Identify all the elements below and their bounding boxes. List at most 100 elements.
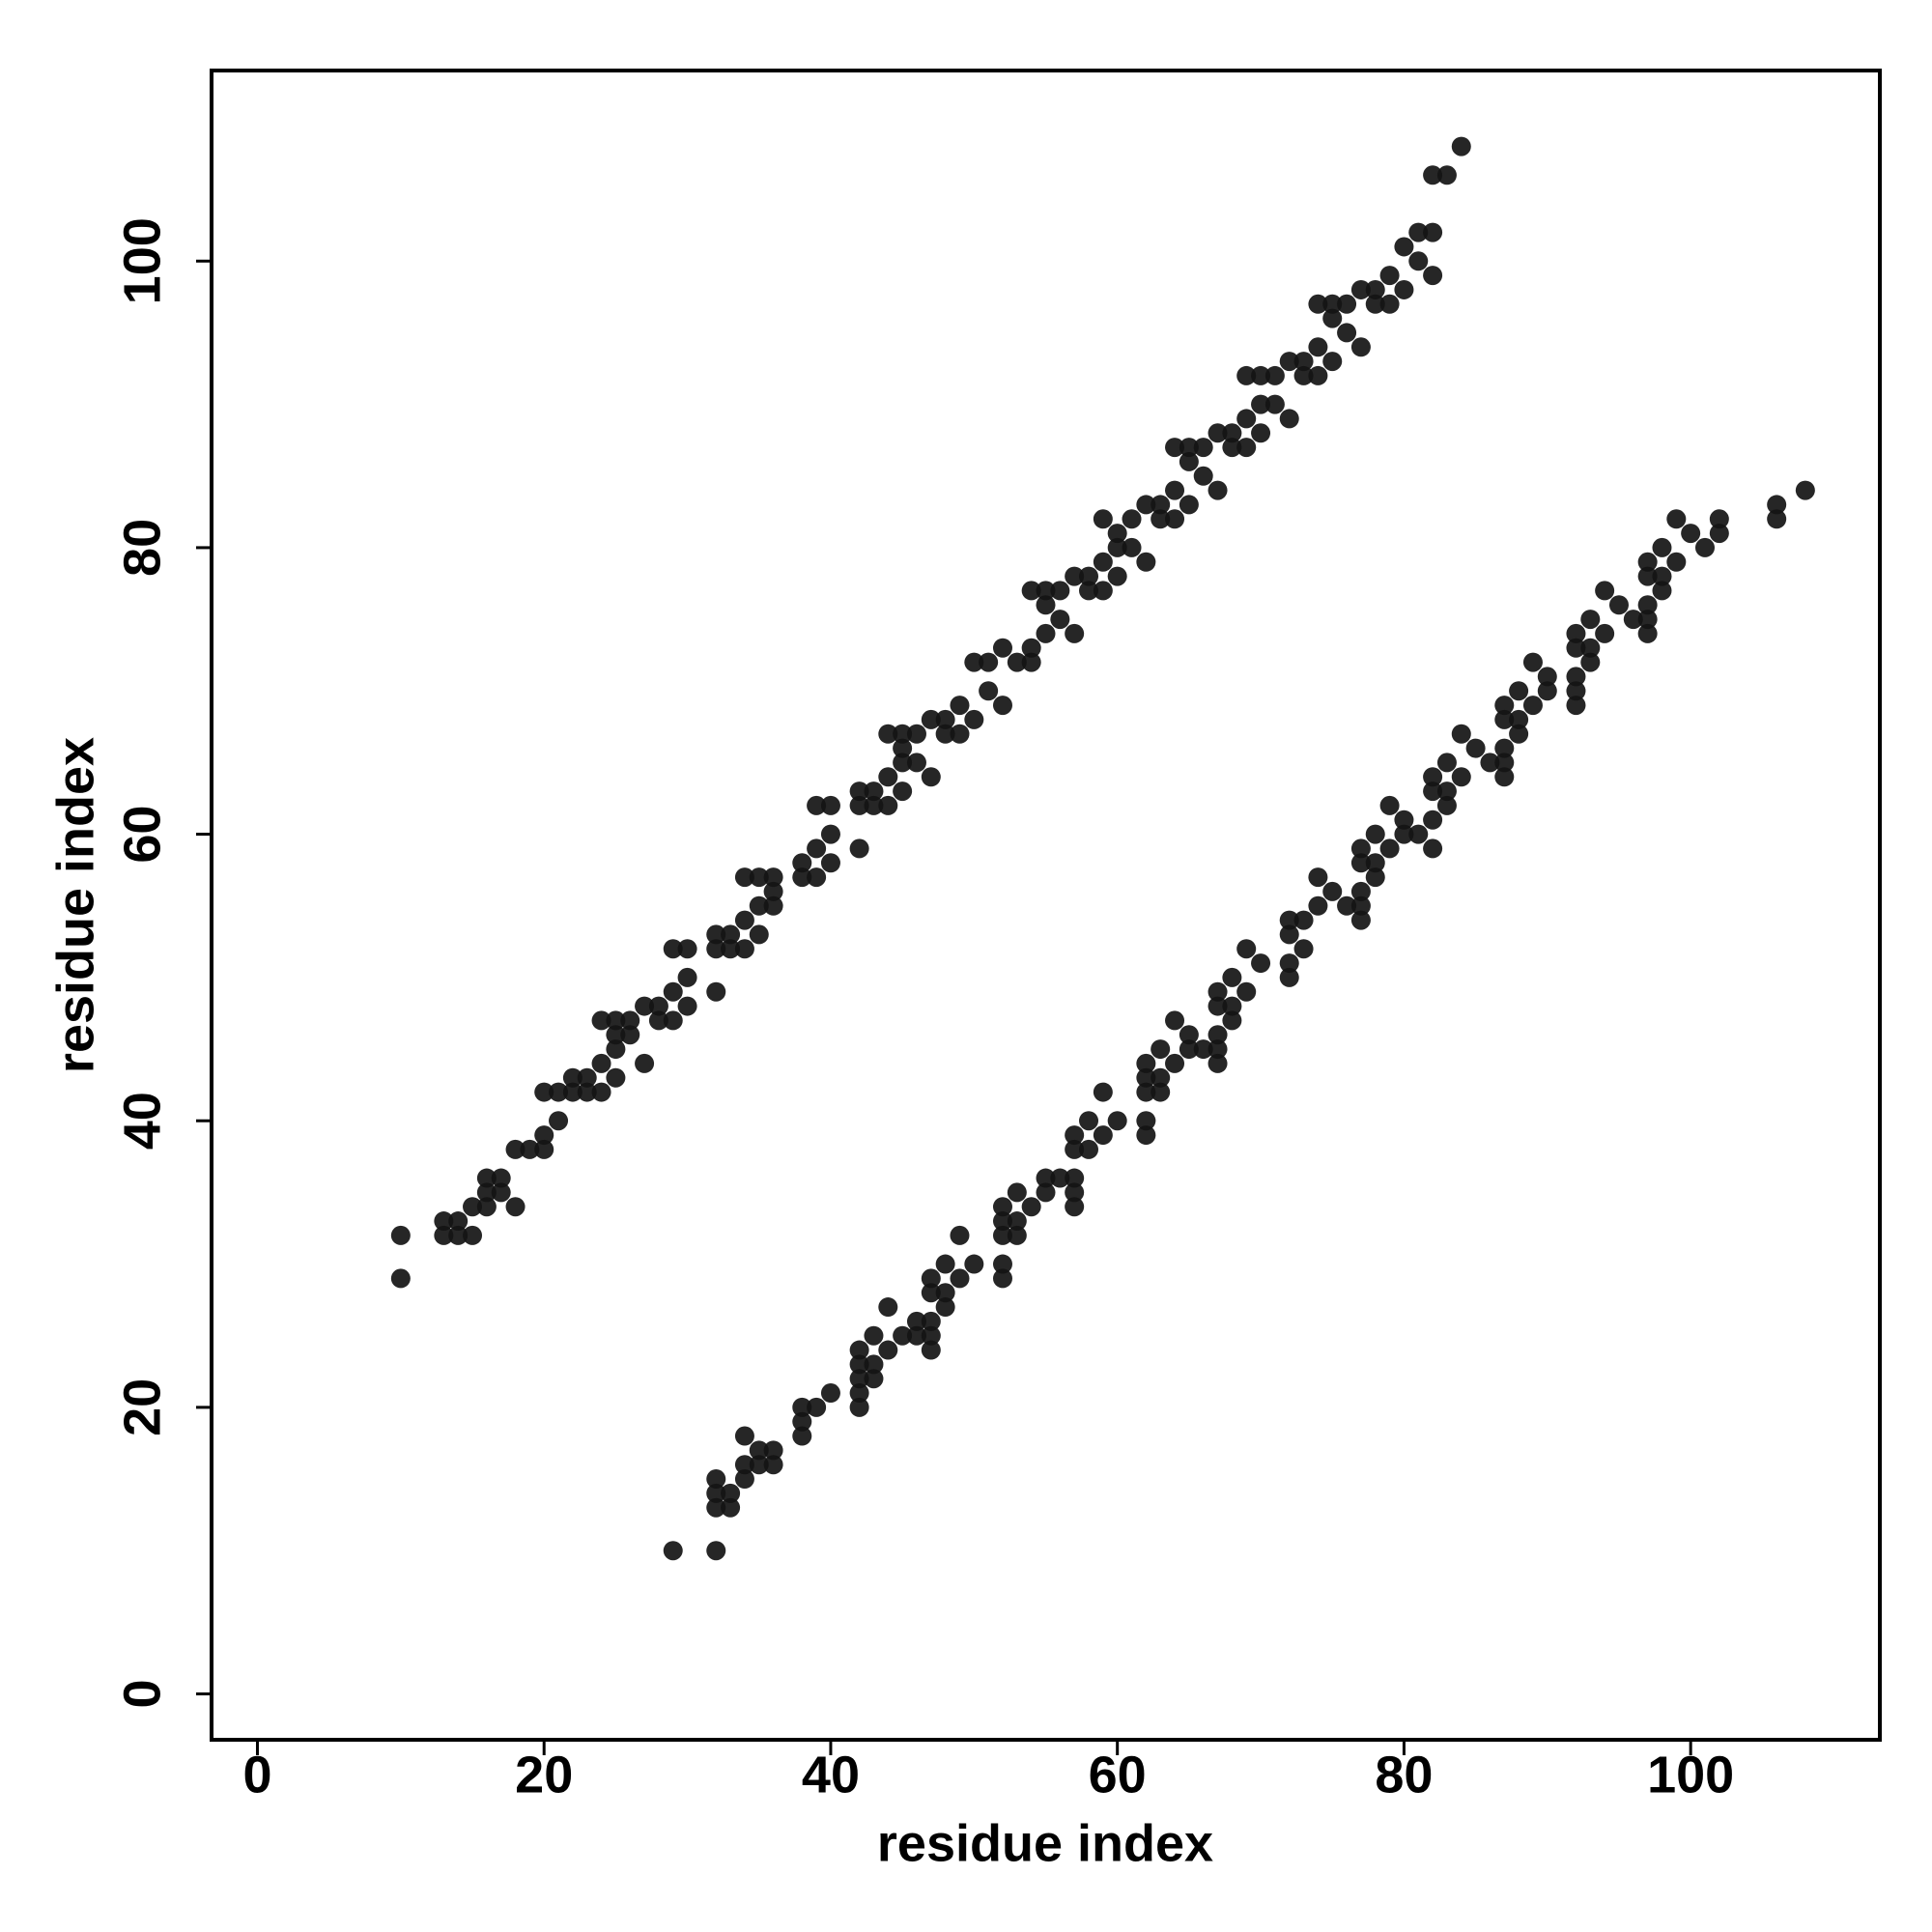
point: [1767, 509, 1787, 529]
x-tick-label: 60: [1089, 1746, 1147, 1804]
point: [1408, 824, 1429, 844]
point: [1365, 824, 1385, 844]
point: [1423, 165, 1443, 185]
point: [1580, 638, 1601, 658]
y-axis-title: residue index: [46, 737, 104, 1073]
point: [792, 853, 812, 873]
point: [1595, 623, 1615, 643]
x-tick-label: 80: [1375, 1746, 1433, 1804]
point: [706, 939, 726, 959]
point: [1093, 581, 1113, 601]
point: [1279, 409, 1299, 429]
point: [677, 996, 697, 1016]
point: [1179, 438, 1199, 458]
point: [1222, 996, 1242, 1016]
point: [1637, 623, 1658, 643]
point: [1136, 495, 1156, 515]
point: [763, 1455, 783, 1475]
point: [906, 1311, 926, 1331]
point: [1050, 1168, 1070, 1188]
point: [534, 1125, 554, 1146]
point: [1093, 1125, 1113, 1146]
point: [820, 824, 840, 844]
point: [1208, 1039, 1228, 1060]
point: [849, 1340, 869, 1360]
point: [549, 1111, 569, 1131]
point: [1208, 480, 1228, 500]
point: [1436, 795, 1457, 815]
point: [1350, 895, 1371, 916]
point: [935, 1283, 955, 1303]
point: [734, 1426, 754, 1446]
point: [1637, 552, 1658, 572]
point: [1379, 266, 1400, 286]
point: [1566, 638, 1586, 658]
point: [734, 1469, 754, 1490]
point: [1365, 294, 1385, 314]
point: [1436, 781, 1457, 802]
point: [1165, 1053, 1185, 1073]
point: [1179, 495, 1199, 515]
point: [577, 1067, 597, 1088]
point: [1566, 623, 1586, 643]
point: [763, 1440, 783, 1461]
point: [1350, 838, 1371, 859]
point: [1208, 996, 1228, 1016]
y-tick-label: 0: [113, 1680, 171, 1709]
point: [706, 1483, 726, 1503]
point: [1021, 638, 1041, 658]
point: [463, 1225, 483, 1245]
point: [1136, 1111, 1156, 1131]
point: [591, 1010, 611, 1031]
point: [792, 1411, 812, 1432]
point: [1050, 581, 1070, 601]
point: [1065, 1168, 1085, 1188]
y-tick-label: 60: [113, 806, 171, 864]
point: [921, 709, 941, 729]
point: [1279, 953, 1299, 974]
point: [1394, 279, 1414, 299]
point: [1208, 1053, 1228, 1073]
point: [1165, 438, 1185, 458]
point: [864, 1354, 884, 1375]
point: [893, 724, 913, 744]
point: [950, 1268, 970, 1289]
point: [1065, 566, 1085, 586]
point: [849, 1383, 869, 1404]
point: [921, 1283, 941, 1303]
y-tick-label: 100: [113, 217, 171, 304]
point: [878, 1297, 898, 1318]
point: [1423, 266, 1443, 286]
point: [577, 1082, 597, 1102]
point: [549, 1082, 569, 1102]
point: [1423, 810, 1443, 830]
point: [721, 1483, 741, 1503]
point: [1451, 136, 1471, 156]
point: [992, 696, 1012, 716]
point: [807, 1397, 827, 1417]
point: [763, 895, 783, 916]
point: [706, 924, 726, 945]
point: [1322, 881, 1343, 901]
point: [1322, 308, 1343, 328]
point: [520, 1139, 540, 1159]
point: [562, 1067, 582, 1088]
point: [1179, 1039, 1199, 1060]
point: [1350, 279, 1371, 299]
point: [1365, 867, 1385, 888]
point: [1795, 480, 1815, 500]
point: [1007, 1225, 1027, 1245]
point: [1308, 895, 1328, 916]
point: [1079, 1111, 1099, 1131]
point: [1165, 509, 1185, 529]
point: [1666, 552, 1687, 572]
point: [906, 753, 926, 773]
point: [820, 853, 840, 873]
y-tick-label: 80: [113, 519, 171, 577]
point: [1350, 853, 1371, 873]
point: [1480, 753, 1500, 773]
point: [534, 1139, 554, 1159]
point: [448, 1225, 469, 1245]
point: [1021, 581, 1041, 601]
point: [721, 1497, 741, 1518]
